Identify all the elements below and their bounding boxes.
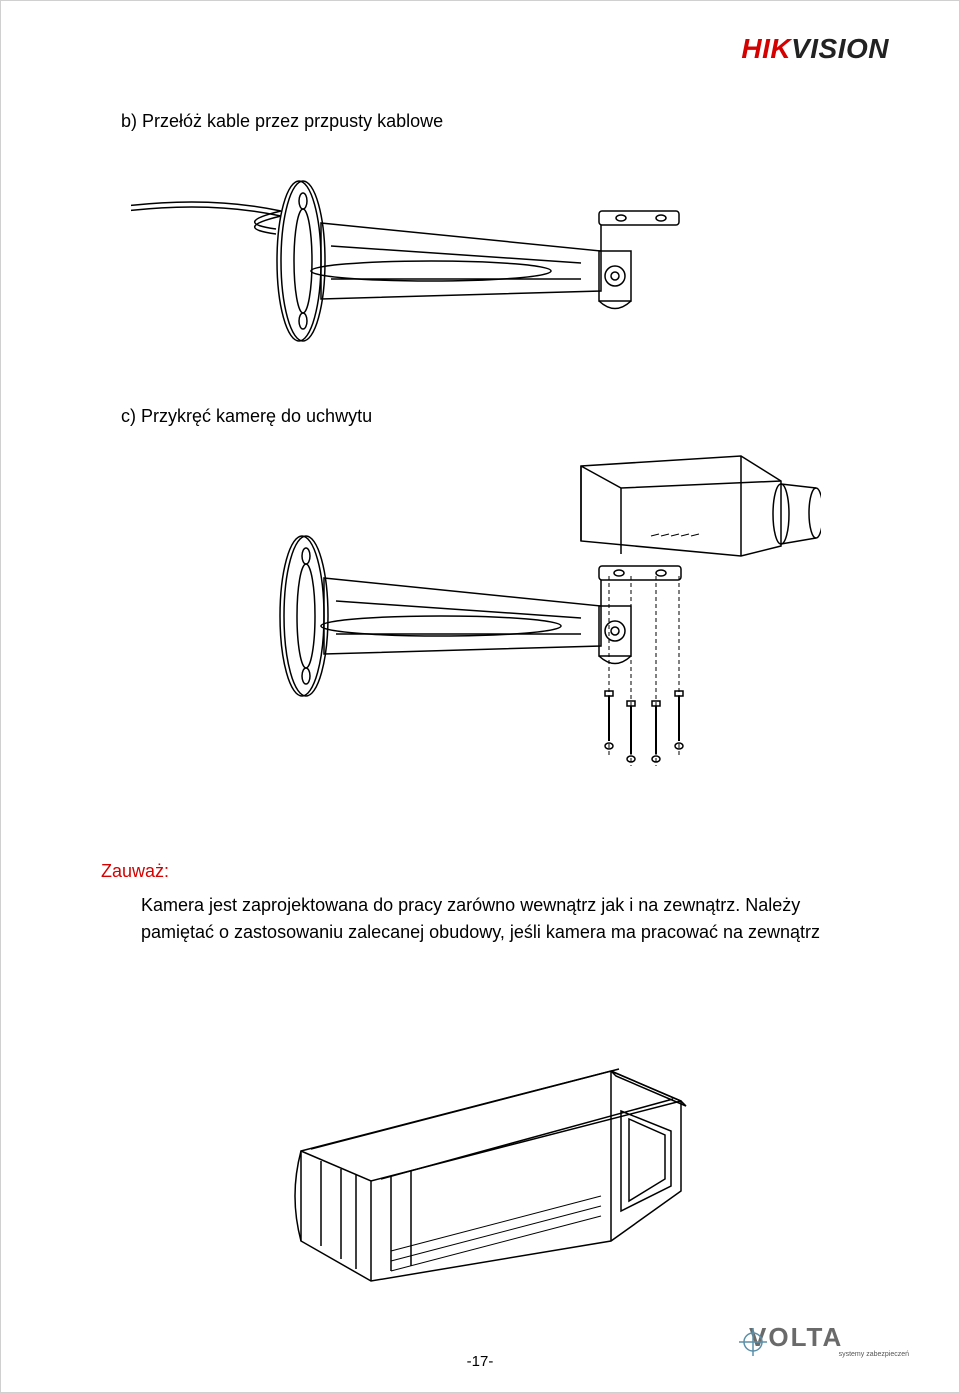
instruction-c-text: c) Przykręć kamerę do uchwytu [121, 406, 879, 427]
page-number: -17- [467, 1353, 494, 1370]
brand-logo: HIKVISION [741, 33, 889, 65]
note-section: Zauważ: Kamera jest zaprojektowana do pr… [101, 861, 879, 946]
note-body: Kamera jest zaprojektowana do pracy zaró… [141, 892, 841, 946]
footer-logo-text: VOLTA [749, 1322, 909, 1353]
document-page: HIKVISION b) Przełóż kable przez przpust… [1, 1, 959, 1392]
section-c: c) Przykręć kamerę do uchwytu [121, 406, 879, 447]
figure-bracket-camera [181, 446, 821, 796]
figure-bracket-cable [131, 151, 771, 381]
note-label: Zauważ: [101, 861, 879, 882]
logo-part2: VISION [791, 33, 889, 64]
footer-logo: VOLTA systemy zabezpieczeń [749, 1322, 909, 1372]
crosshair-icon [739, 1328, 767, 1356]
section-b: b) Przełóż kable przez przpusty kablowe [121, 111, 879, 152]
instruction-b-text: b) Przełóż kable przez przpusty kablowe [121, 111, 879, 132]
logo-part1: HIK [741, 33, 791, 64]
figure-housing [241, 1021, 741, 1311]
